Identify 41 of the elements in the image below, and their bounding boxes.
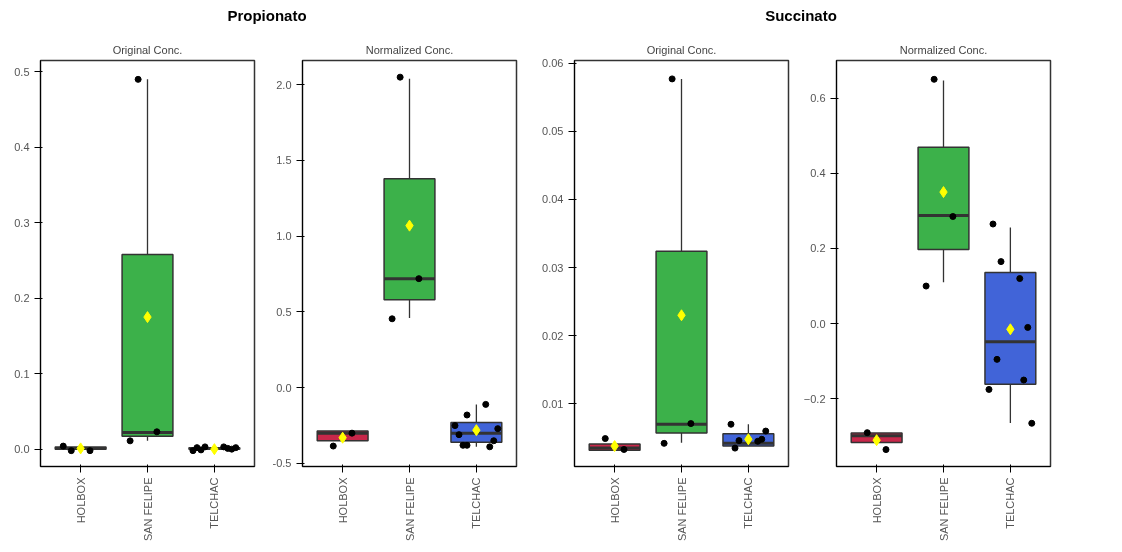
chart-subtitle: Original Conc. (646, 43, 717, 56)
y-tick-label: 0.2 (810, 242, 826, 255)
x-tick-label: HOLBOX (870, 476, 883, 524)
chart-title: Succinato (765, 6, 837, 26)
y-tick-label: 0.0 (810, 317, 826, 330)
x-tick-label: SAN FELIPE (937, 477, 950, 542)
x-tick-label: TELCHAC (208, 477, 221, 529)
x-tick-label: HOLBOX (74, 476, 87, 524)
x-tick-label: SAN FELIPE (403, 477, 416, 542)
y-tick-label: 0.01 (542, 397, 564, 410)
x-tick-label: TELCHAC (470, 477, 483, 529)
y-tick-label: 0.1 (14, 367, 30, 380)
y-tick-label: 0.4 (14, 141, 30, 154)
y-tick-label: 1.0 (276, 230, 292, 243)
y-tick-label: 0.03 (542, 261, 564, 274)
x-tick-label: HOLBOX (336, 476, 349, 524)
chart-title: Propionato (227, 6, 307, 26)
y-tick-label: 0.3 (14, 216, 30, 229)
chart-subtitle: Normalized Conc. (365, 43, 454, 56)
y-tick-label: 1.5 (276, 154, 292, 167)
chart-subtitle: Normalized Conc. (899, 43, 988, 56)
y-tick-label: 0.5 (14, 65, 30, 78)
y-tick-label: 0.4 (810, 167, 826, 180)
y-tick-label: 0.0 (14, 443, 30, 456)
y-tick-label: 0.04 (542, 193, 564, 206)
y-tick-label: 0.0 (276, 381, 292, 394)
y-tick-label: 0.5 (276, 305, 292, 318)
x-tick-label: TELCHAC (742, 477, 755, 529)
y-tick-label: 0.6 (810, 92, 826, 105)
y-tick-label: −0.2 (803, 392, 826, 405)
x-tick-label: SAN FELIPE (141, 477, 154, 542)
y-tick-label: 2.0 (276, 78, 292, 91)
x-tick-label: SAN FELIPE (675, 477, 688, 542)
y-tick-label: 0.02 (542, 329, 564, 342)
x-tick-label: HOLBOX (608, 476, 621, 524)
y-tick-label: 0.05 (542, 125, 564, 138)
x-tick-label: TELCHAC (1004, 477, 1017, 529)
y-tick-label: 0.2 (14, 292, 30, 305)
y-tick-label: -0.5 (272, 457, 292, 470)
chart-subtitle: Original Conc. (112, 43, 183, 56)
y-tick-label: 0.06 (542, 57, 564, 70)
